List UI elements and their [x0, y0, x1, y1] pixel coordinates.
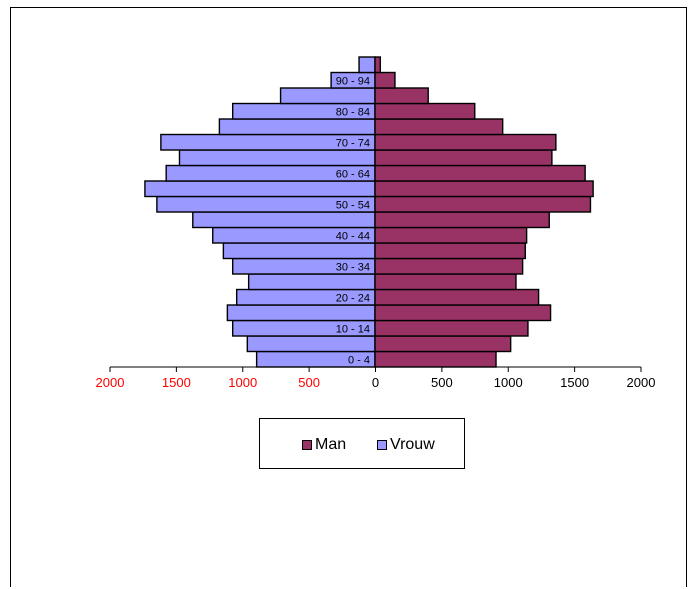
bar-vrouw-5: [247, 273, 376, 291]
bar-vrouw-1: [246, 335, 376, 353]
x-tick-label-3: 500: [298, 375, 320, 390]
category-label-4: 20 - 24: [336, 292, 370, 304]
bar-vrouw-3: [226, 304, 376, 322]
x-tick-label-5: 500: [431, 375, 453, 390]
bar-man-19: [374, 56, 382, 74]
bar-vrouw-13: [178, 149, 376, 167]
category-label-16: 80 - 84: [336, 106, 370, 118]
bar-man-14: [374, 133, 557, 151]
legend: Man Vrouw: [259, 418, 465, 469]
category-label-8: 40 - 44: [336, 230, 370, 242]
x-tick-label-4: 0: [372, 375, 379, 390]
bar-vrouw-9: [192, 211, 376, 229]
bar-man-17: [374, 87, 429, 105]
legend-swatch-man: [302, 440, 312, 450]
category-label-0: 0 - 4: [348, 354, 370, 366]
x-tick-label-2: 1000: [228, 375, 257, 390]
category-label-14: 70 - 74: [336, 137, 370, 149]
x-tick-label-1: 1500: [162, 375, 191, 390]
x-tick-label-0: 2000: [96, 375, 125, 390]
category-label-2: 10 - 14: [336, 323, 370, 335]
bar-man-1: [374, 335, 512, 353]
bar-man-6: [374, 257, 524, 275]
x-tick-label-8: 2000: [627, 375, 656, 390]
legend-swatch-vrouw: [377, 440, 387, 450]
x-tick-label-6: 1000: [494, 375, 523, 390]
bar-man-15: [374, 118, 504, 136]
category-label-10: 50 - 54: [336, 199, 370, 211]
legend-label-man: Man: [315, 436, 347, 453]
bar-vrouw-11: [144, 180, 376, 198]
bar-man-0: [374, 350, 497, 368]
bar-vrouw-17: [279, 87, 376, 105]
bar-man-18: [374, 71, 396, 89]
legend-label-vrouw: Vrouw: [390, 436, 435, 453]
bar-vrouw-19: [358, 56, 376, 74]
bar-man-2: [374, 319, 529, 337]
bar-man-16: [374, 102, 476, 120]
bar-man-10: [374, 195, 592, 213]
category-label-18: 90 - 94: [336, 75, 370, 87]
category-label-6: 30 - 34: [336, 261, 370, 273]
bar-man-13: [374, 149, 553, 167]
bar-man-11: [374, 180, 594, 198]
legend-item-vrouw: Vrouw: [377, 436, 435, 454]
bar-man-12: [374, 164, 586, 182]
category-label-12: 60 - 64: [336, 168, 370, 180]
bar-vrouw-15: [218, 118, 376, 136]
bar-man-4: [374, 288, 540, 306]
bar-man-5: [374, 273, 517, 291]
legend-item-man: Man: [302, 436, 346, 454]
bar-man-8: [374, 226, 528, 244]
bar-man-7: [374, 242, 526, 260]
bar-man-3: [374, 304, 552, 322]
bar-man-9: [374, 211, 550, 229]
bar-vrouw-7: [222, 242, 376, 260]
x-tick-label-7: 1500: [560, 375, 589, 390]
